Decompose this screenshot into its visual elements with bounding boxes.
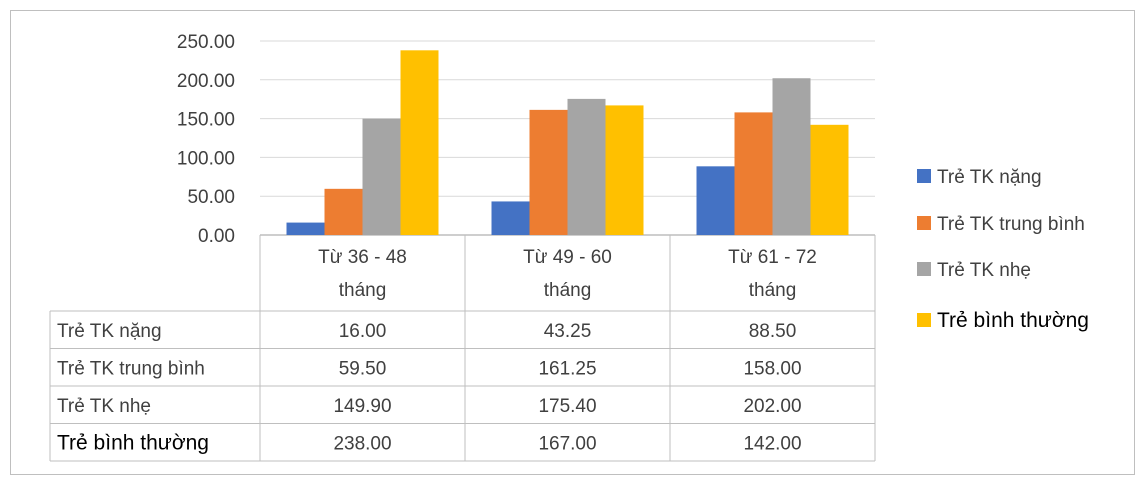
y-tick-label: 150.00 bbox=[177, 110, 235, 131]
y-tick-label: 250.00 bbox=[177, 32, 235, 53]
bar-2-3 bbox=[734, 112, 773, 235]
x-category-label: tháng bbox=[544, 280, 592, 301]
row-label: Trẻ TK nhẹ bbox=[57, 396, 151, 417]
bar-1-2 bbox=[491, 201, 530, 235]
bar-4-3 bbox=[810, 124, 849, 235]
x-category-label: Từ 36 - 48 bbox=[318, 247, 407, 268]
data-label: 88.50 bbox=[749, 321, 797, 342]
data-label: 142.00 bbox=[743, 433, 801, 454]
data-label: 167.00 bbox=[538, 433, 596, 454]
row-label: Trẻ TK trung bình bbox=[57, 358, 205, 379]
row-label: Trẻ bình thường bbox=[57, 431, 209, 454]
row-label: Trẻ TK nặng bbox=[57, 321, 162, 342]
legend-label: Trẻ TK nhẹ bbox=[937, 260, 1031, 281]
bar-2-2 bbox=[529, 109, 568, 235]
y-tick-label: 50.00 bbox=[187, 187, 235, 208]
y-tick-label: 100.00 bbox=[177, 148, 235, 169]
data-label: 238.00 bbox=[333, 433, 391, 454]
data-label: 59.50 bbox=[339, 358, 387, 379]
x-category-label: tháng bbox=[339, 280, 387, 301]
data-label: 43.25 bbox=[544, 321, 592, 342]
y-tick-label: 200.00 bbox=[177, 71, 235, 92]
data-label: 149.90 bbox=[333, 396, 391, 417]
data-label: 158.00 bbox=[743, 358, 801, 379]
data-label: 161.25 bbox=[538, 358, 596, 379]
legend-swatch bbox=[917, 169, 931, 183]
bar-1-1 bbox=[286, 222, 325, 235]
bar-3-1 bbox=[362, 118, 401, 235]
chart-frame bbox=[10, 10, 1135, 475]
data-label: 202.00 bbox=[743, 396, 801, 417]
data-label: 175.40 bbox=[538, 396, 596, 417]
bar-2-1 bbox=[324, 188, 363, 235]
legend-label: Trẻ bình thường bbox=[937, 309, 1089, 332]
bar-3-3 bbox=[772, 78, 811, 235]
legend-label: Trẻ TK trung bình bbox=[937, 214, 1085, 235]
x-category-label: Từ 49 - 60 bbox=[523, 247, 612, 268]
data-label: 16.00 bbox=[339, 321, 387, 342]
bar-4-1 bbox=[400, 50, 439, 236]
legend-swatch bbox=[917, 216, 931, 230]
legend-swatch bbox=[917, 262, 931, 276]
legend-label: Trẻ TK nặng bbox=[937, 167, 1042, 188]
legend-swatch bbox=[917, 313, 931, 327]
bar-3-2 bbox=[567, 98, 606, 235]
x-category-label: Từ 61 - 72 bbox=[728, 247, 817, 268]
bar-4-2 bbox=[605, 105, 644, 236]
x-category-label: tháng bbox=[749, 280, 797, 301]
y-tick-label: 0.00 bbox=[198, 226, 235, 247]
bar-1-3 bbox=[696, 166, 735, 235]
